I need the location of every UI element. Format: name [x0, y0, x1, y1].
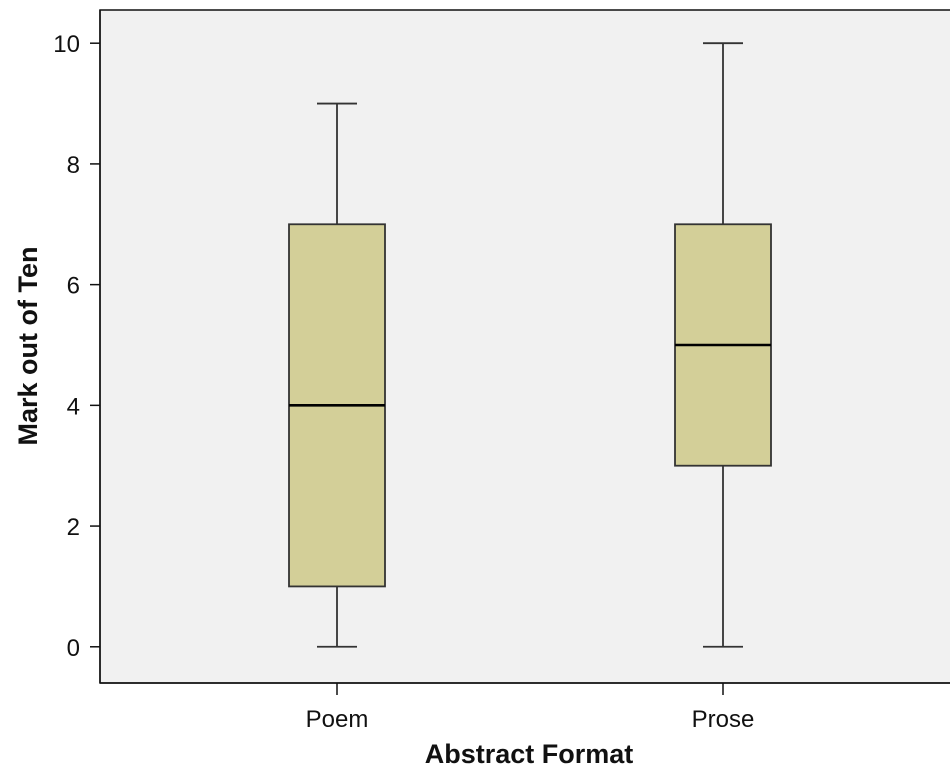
y-tick-label: 2	[67, 514, 80, 541]
y-tick-label: 0	[67, 635, 80, 662]
x-axis: Poem Prose	[100, 682, 950, 733]
x-axis-title: Abstract Format	[425, 739, 634, 769]
boxes-layer	[288, 42, 772, 648]
box-group-prose	[674, 42, 772, 648]
box-group-poem	[288, 102, 386, 648]
y-tick-label: 4	[67, 393, 80, 420]
y-axis: 0 2 4 6 8 10	[53, 10, 101, 683]
x-tick-label: Prose	[692, 706, 755, 733]
y-tick-label: 6	[67, 273, 80, 300]
y-tick-label: 8	[67, 152, 80, 179]
plot-area	[99, 9, 950, 684]
x-tick-label: Poem	[306, 706, 369, 733]
y-axis-title: Mark out of Ten	[13, 247, 43, 446]
y-tick-label: 10	[53, 31, 80, 58]
